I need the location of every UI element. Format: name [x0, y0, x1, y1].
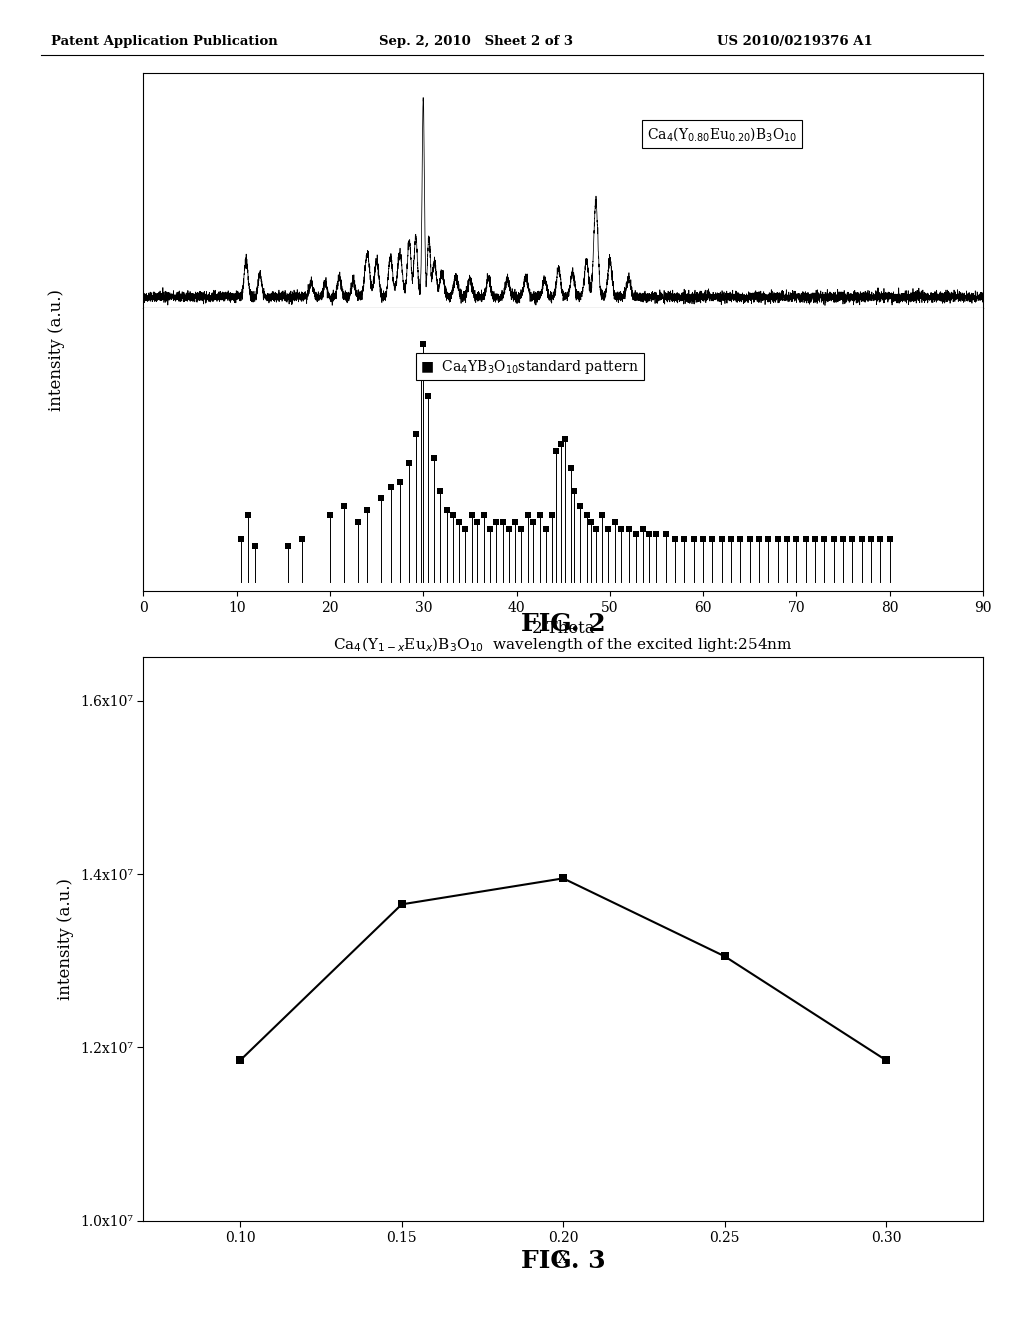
Text: FIG. 3: FIG. 3	[521, 1249, 605, 1272]
Text: $\blacksquare$  Ca$_4$YB$_3$O$_{10}$standard pattern: $\blacksquare$ Ca$_4$YB$_3$O$_{10}$stand…	[421, 358, 639, 376]
X-axis label: 2-Theta: 2-Theta	[531, 620, 595, 638]
Text: FIG. 2: FIG. 2	[521, 612, 605, 636]
Title: Ca$_4$(Y$_{1-x}$Eu$_x$)B$_3$O$_{10}$  wavelength of the excited light:254nm: Ca$_4$(Y$_{1-x}$Eu$_x$)B$_3$O$_{10}$ wav…	[334, 635, 793, 655]
Text: US 2010/0219376 A1: US 2010/0219376 A1	[717, 34, 872, 48]
X-axis label: X: X	[557, 1250, 569, 1267]
Text: Sep. 2, 2010   Sheet 2 of 3: Sep. 2, 2010 Sheet 2 of 3	[379, 34, 572, 48]
Y-axis label: intensity (a.u.): intensity (a.u.)	[57, 878, 75, 1001]
Text: Ca$_4$(Y$_{0.80}$Eu$_{0.20}$)B$_3$O$_{10}$: Ca$_4$(Y$_{0.80}$Eu$_{0.20}$)B$_3$O$_{10…	[647, 125, 798, 143]
Text: intensity (a.u.): intensity (a.u.)	[48, 289, 65, 411]
Text: Patent Application Publication: Patent Application Publication	[51, 34, 278, 48]
